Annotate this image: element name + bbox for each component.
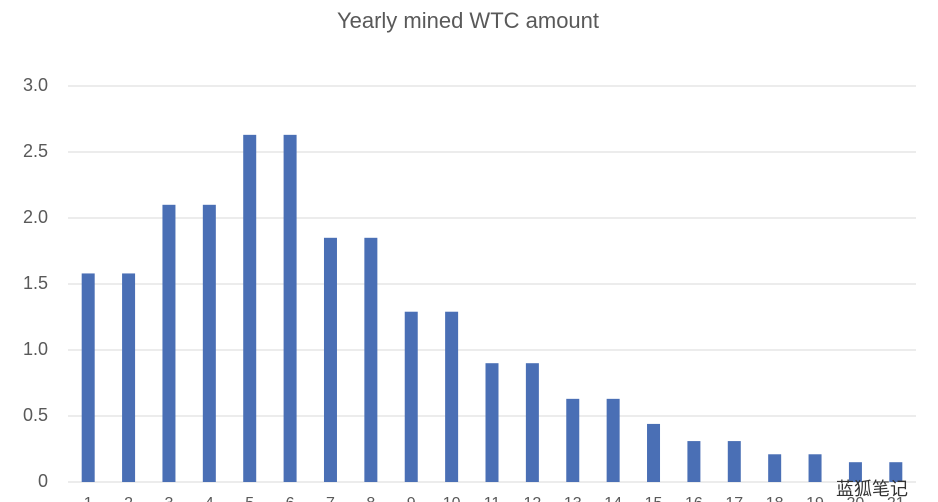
bar: [727, 441, 741, 482]
x-tick-label: 17: [725, 495, 743, 502]
bar: [848, 462, 862, 482]
bar: [162, 204, 176, 483]
bar: [445, 311, 459, 482]
bar: [687, 441, 701, 482]
x-tick-label: 19: [806, 495, 824, 502]
y-tick-label: 2.5: [23, 141, 48, 161]
x-tick-label: 2: [124, 495, 133, 502]
bar: [566, 398, 580, 482]
y-tick-label: 2.0: [23, 207, 48, 227]
x-tick-label: 9: [407, 495, 416, 502]
x-tick-label: 14: [604, 495, 622, 502]
bar: [525, 363, 539, 482]
y-tick-label: 0: [38, 471, 48, 491]
x-tick-label: 15: [645, 495, 663, 502]
bar: [81, 273, 95, 482]
x-tick-label: 3: [164, 495, 173, 502]
y-tick-label: 0.5: [23, 405, 48, 425]
bar: [404, 311, 418, 482]
x-tick-label: 16: [685, 495, 703, 502]
x-tick-label: 7: [326, 495, 335, 502]
bar: [283, 134, 297, 482]
x-tick-label: 12: [523, 495, 541, 502]
y-tick-label: 1.5: [23, 273, 48, 293]
watermark: 蓝狐笔记: [836, 479, 908, 499]
x-tick-label: 6: [286, 495, 295, 502]
x-tick-label: 5: [245, 495, 254, 502]
x-tick-label: 1: [84, 495, 93, 502]
y-tick-label: 1.0: [23, 339, 48, 359]
x-tick-label: 20: [847, 495, 865, 502]
bar: [323, 237, 337, 482]
bar: [889, 462, 903, 482]
bar: [606, 398, 620, 482]
x-tick-label: 13: [564, 495, 582, 502]
bar: [808, 454, 822, 482]
x-tick-label: 21: [887, 495, 905, 502]
x-tick-label: 18: [766, 495, 784, 502]
y-tick-label: 3.0: [23, 75, 48, 95]
bar: [647, 423, 661, 482]
bar: [122, 273, 136, 482]
bar: [243, 134, 257, 482]
bar: [768, 454, 782, 482]
x-tick-label: 8: [366, 495, 375, 502]
chart-title: Yearly mined WTC amount: [337, 8, 599, 33]
x-tick-label: 11: [484, 495, 501, 502]
bar: [485, 363, 499, 482]
bar: [202, 204, 216, 483]
x-tick-label: 10: [443, 495, 461, 502]
bar: [364, 237, 378, 482]
x-tick-label: 4: [205, 495, 214, 502]
